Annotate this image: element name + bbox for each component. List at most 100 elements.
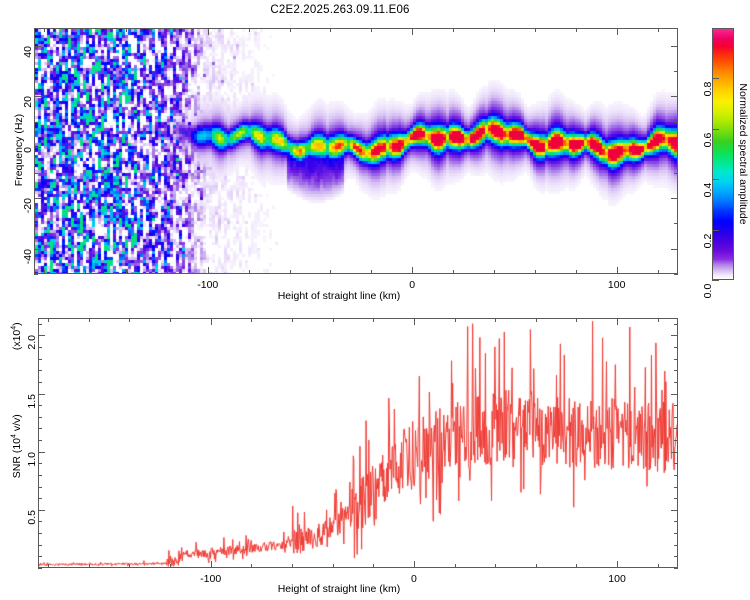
x-minor-tick (289, 270, 291, 274)
x-minor-tick (575, 28, 577, 32)
y-minor-tick (674, 474, 678, 476)
colorbar-tick (712, 280, 719, 281)
x-minor-tick (48, 564, 50, 568)
y-major-tick (38, 509, 45, 511)
y-major-tick (671, 248, 678, 250)
y-major-tick (671, 335, 678, 337)
x-minor-tick (330, 28, 332, 32)
y-major-tick (38, 451, 45, 453)
colorbar-tick (712, 128, 719, 130)
x-major-tick (412, 267, 414, 274)
x-minor-tick (495, 318, 497, 322)
x-minor-tick (495, 564, 497, 568)
x-minor-tick (248, 270, 250, 274)
colorbar-tick-label: 0.0 (702, 283, 714, 299)
y-minor-tick (34, 274, 38, 275)
y-minor-tick (34, 223, 38, 225)
y-major-tick (671, 197, 678, 199)
y-minor-tick (38, 556, 42, 558)
x-major-tick (412, 28, 414, 35)
snr-y-axis-title: SNR (104 v/v) (9, 414, 23, 479)
y-minor-tick (34, 172, 38, 174)
x-minor-tick (657, 564, 659, 568)
y-minor-tick (38, 358, 42, 360)
y-major-tick (34, 96, 41, 98)
x-tick-label: -100 (197, 279, 219, 291)
x-minor-tick (170, 564, 172, 568)
figure-title: C2E2.2025.263.09.11.E06 (270, 4, 410, 16)
spectrogram-y-axis-title: Frequency (Hz) (13, 113, 25, 187)
x-minor-tick (453, 270, 455, 274)
y-minor-tick (674, 381, 678, 383)
x-minor-tick (657, 270, 659, 274)
x-minor-tick (371, 28, 373, 32)
y-major-tick (34, 147, 41, 149)
x-tick-label: 0 (410, 573, 417, 585)
colorbar-tick (712, 229, 719, 231)
y-minor-tick (674, 533, 678, 535)
x-minor-tick (166, 270, 168, 274)
x-major-tick (207, 267, 209, 274)
x-minor-tick (332, 318, 334, 322)
snr-canvas (39, 319, 677, 567)
snr-x-axis-title: Height of straight line (km) (277, 583, 401, 595)
y-minor-tick (34, 121, 38, 123)
x-minor-tick (535, 318, 537, 322)
x-minor-tick (291, 564, 293, 568)
x-minor-tick (534, 28, 536, 32)
y-minor-tick (38, 428, 42, 430)
y-minor-tick (38, 440, 42, 442)
x-minor-tick (494, 270, 495, 274)
y-minor-tick (674, 358, 678, 360)
colorbar-tick (712, 78, 719, 80)
x-minor-tick (373, 564, 375, 568)
x-major-tick (413, 561, 415, 568)
y-major-tick (671, 45, 678, 47)
y-major-tick (671, 147, 678, 149)
colorbar-tick (712, 179, 719, 181)
x-minor-tick (332, 564, 334, 568)
spectrogram-canvas (35, 29, 677, 273)
colorbar-tick-label: 0.6 (702, 132, 714, 148)
y-minor-tick (38, 463, 42, 465)
y-minor-tick (674, 370, 678, 372)
x-tick-label: -100 (200, 573, 222, 585)
y-minor-tick (38, 323, 42, 325)
x-tick-label: 100 (607, 279, 626, 291)
x-tick-label: 100 (608, 573, 626, 585)
y-minor-tick (38, 416, 42, 418)
y-minor-tick (674, 463, 678, 465)
y-minor-tick (674, 428, 678, 430)
y-tick-label: 1.5 (26, 393, 38, 409)
y-minor-tick (674, 172, 678, 174)
y-major-tick (34, 248, 41, 250)
x-minor-tick (371, 270, 373, 274)
colorbar (712, 28, 734, 280)
x-minor-tick (330, 270, 332, 274)
y-minor-tick (674, 416, 678, 418)
y-minor-tick (38, 498, 42, 500)
y-minor-tick (674, 440, 678, 442)
x-minor-tick (88, 318, 90, 322)
x-major-tick (207, 28, 209, 35)
x-minor-tick (126, 28, 127, 32)
y-minor-tick (674, 405, 678, 407)
x-minor-tick (657, 318, 659, 322)
y-tick-label: 1.0 (26, 451, 38, 467)
colorbar-title-text: Normalized spectral amplitude (737, 83, 749, 225)
x-minor-tick (166, 28, 168, 32)
x-minor-tick (251, 564, 253, 568)
x-minor-tick (44, 28, 46, 32)
y-minor-tick (674, 323, 678, 325)
colorbar-title: Normalized spectral amplitude (736, 28, 750, 280)
y-minor-tick (38, 544, 42, 546)
x-minor-tick (534, 270, 536, 274)
y-major-tick (38, 335, 45, 337)
x-minor-tick (85, 270, 87, 274)
x-minor-tick (291, 318, 293, 322)
y-major-tick (671, 509, 678, 511)
y-minor-tick (38, 405, 42, 407)
x-minor-tick (85, 28, 87, 32)
x-minor-tick (170, 318, 172, 322)
